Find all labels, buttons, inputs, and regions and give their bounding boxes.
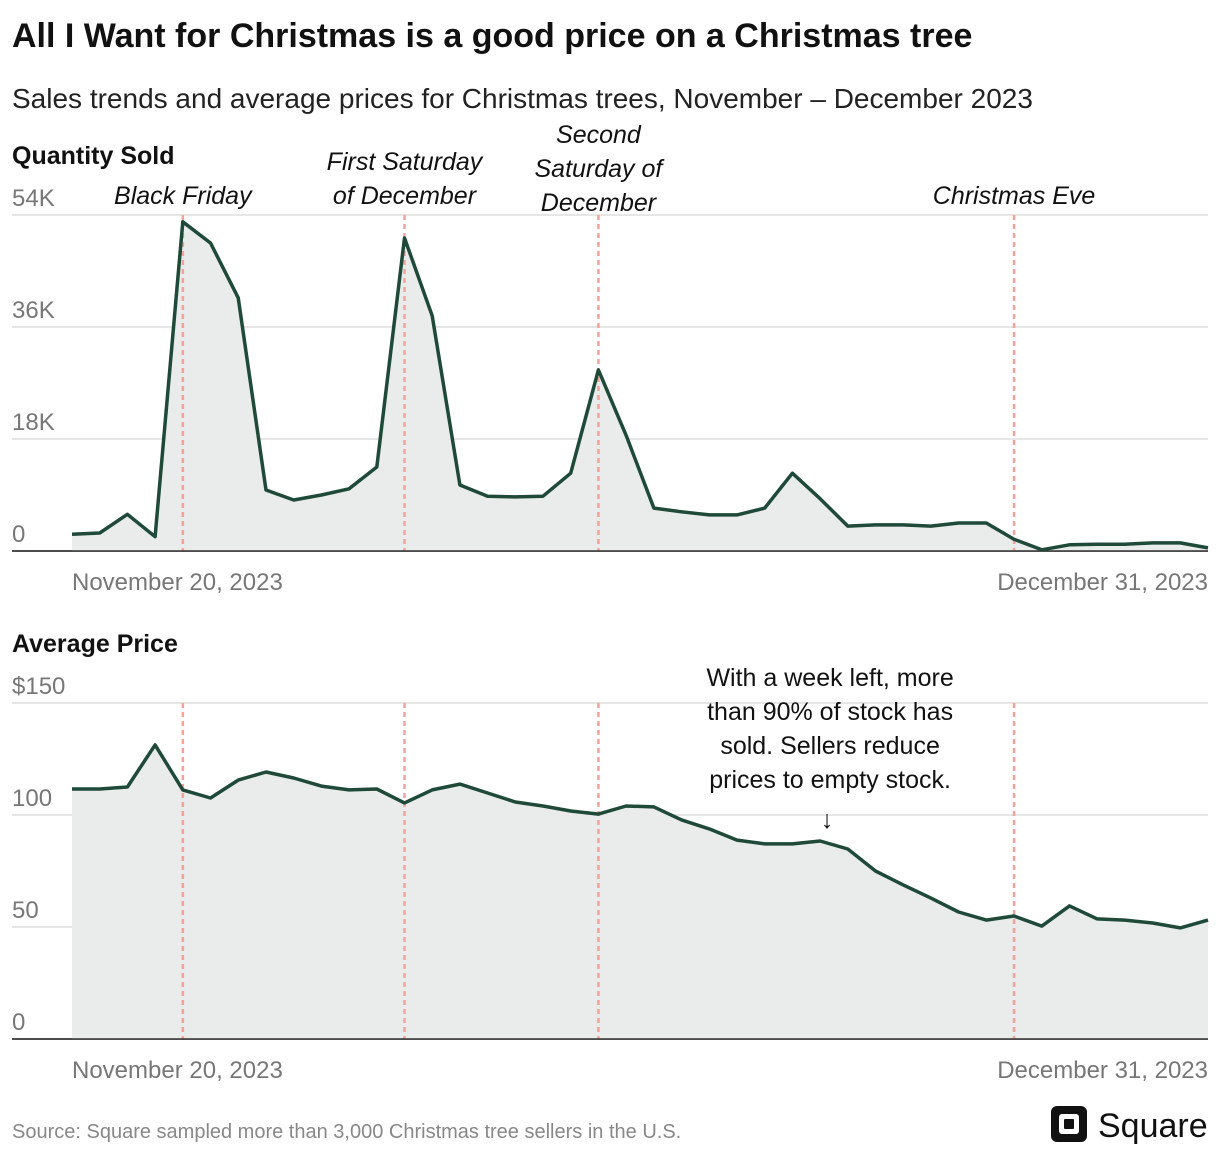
annotation-text: With a week left, more [706, 664, 953, 692]
square-logo: Square [1051, 1106, 1208, 1145]
y-tick-label: 0 [12, 1009, 25, 1036]
annotation-text: prices to empty stock. [709, 766, 951, 794]
source-note: Source: Square sampled more than 3,000 C… [12, 1121, 681, 1143]
square-logo-text: Square [1098, 1107, 1208, 1145]
series-line [71, 220, 1209, 552]
event-label: December [541, 189, 658, 217]
y-tick-label: 0 [12, 521, 25, 548]
y-tick-label: 36K [12, 297, 55, 324]
chart-subtitle: Sales trends and average prices for Chri… [12, 83, 1033, 114]
y-tick-label: 100 [12, 785, 52, 812]
event-label: First Saturday [327, 148, 484, 176]
price-chart: 0 50 100 $150 November 20, 2023 December 31, … [12, 664, 1209, 1084]
x-tick-label: December 31, 2023 [997, 569, 1208, 596]
area-fill [72, 744, 1208, 1039]
y-tick-label: 54K [12, 185, 55, 212]
quantity-sold-title: Quantity Sold [12, 142, 175, 170]
event-label: Black Friday [114, 182, 253, 210]
area-fill [72, 221, 1208, 552]
quantity-chart: 0 18K 36K 54K November 20, 2023 December 31, … [12, 121, 1209, 596]
annotation-text: sold. Sellers reduce [720, 732, 940, 760]
event-label: Saturday of [535, 155, 666, 183]
chart-title: All I Want for Christmas is a good price… [12, 17, 972, 55]
event-label: of December [333, 182, 478, 210]
y-tick-label: 50 [12, 897, 39, 924]
x-tick-label: November 20, 2023 [72, 1057, 283, 1084]
annotation-arrow-icon: ↓ [821, 806, 834, 834]
event-label: Second [556, 121, 642, 149]
y-tick-label: 18K [12, 409, 55, 436]
event-label: Christmas Eve [933, 182, 1096, 210]
y-tick-label: $150 [12, 673, 65, 700]
x-tick-label: November 20, 2023 [72, 569, 283, 596]
annotation-text: than 90% of stock has [707, 698, 953, 726]
average-price-title: Average Price [12, 630, 178, 658]
x-tick-label: December 31, 2023 [997, 1057, 1208, 1084]
series-line [72, 743, 1209, 930]
